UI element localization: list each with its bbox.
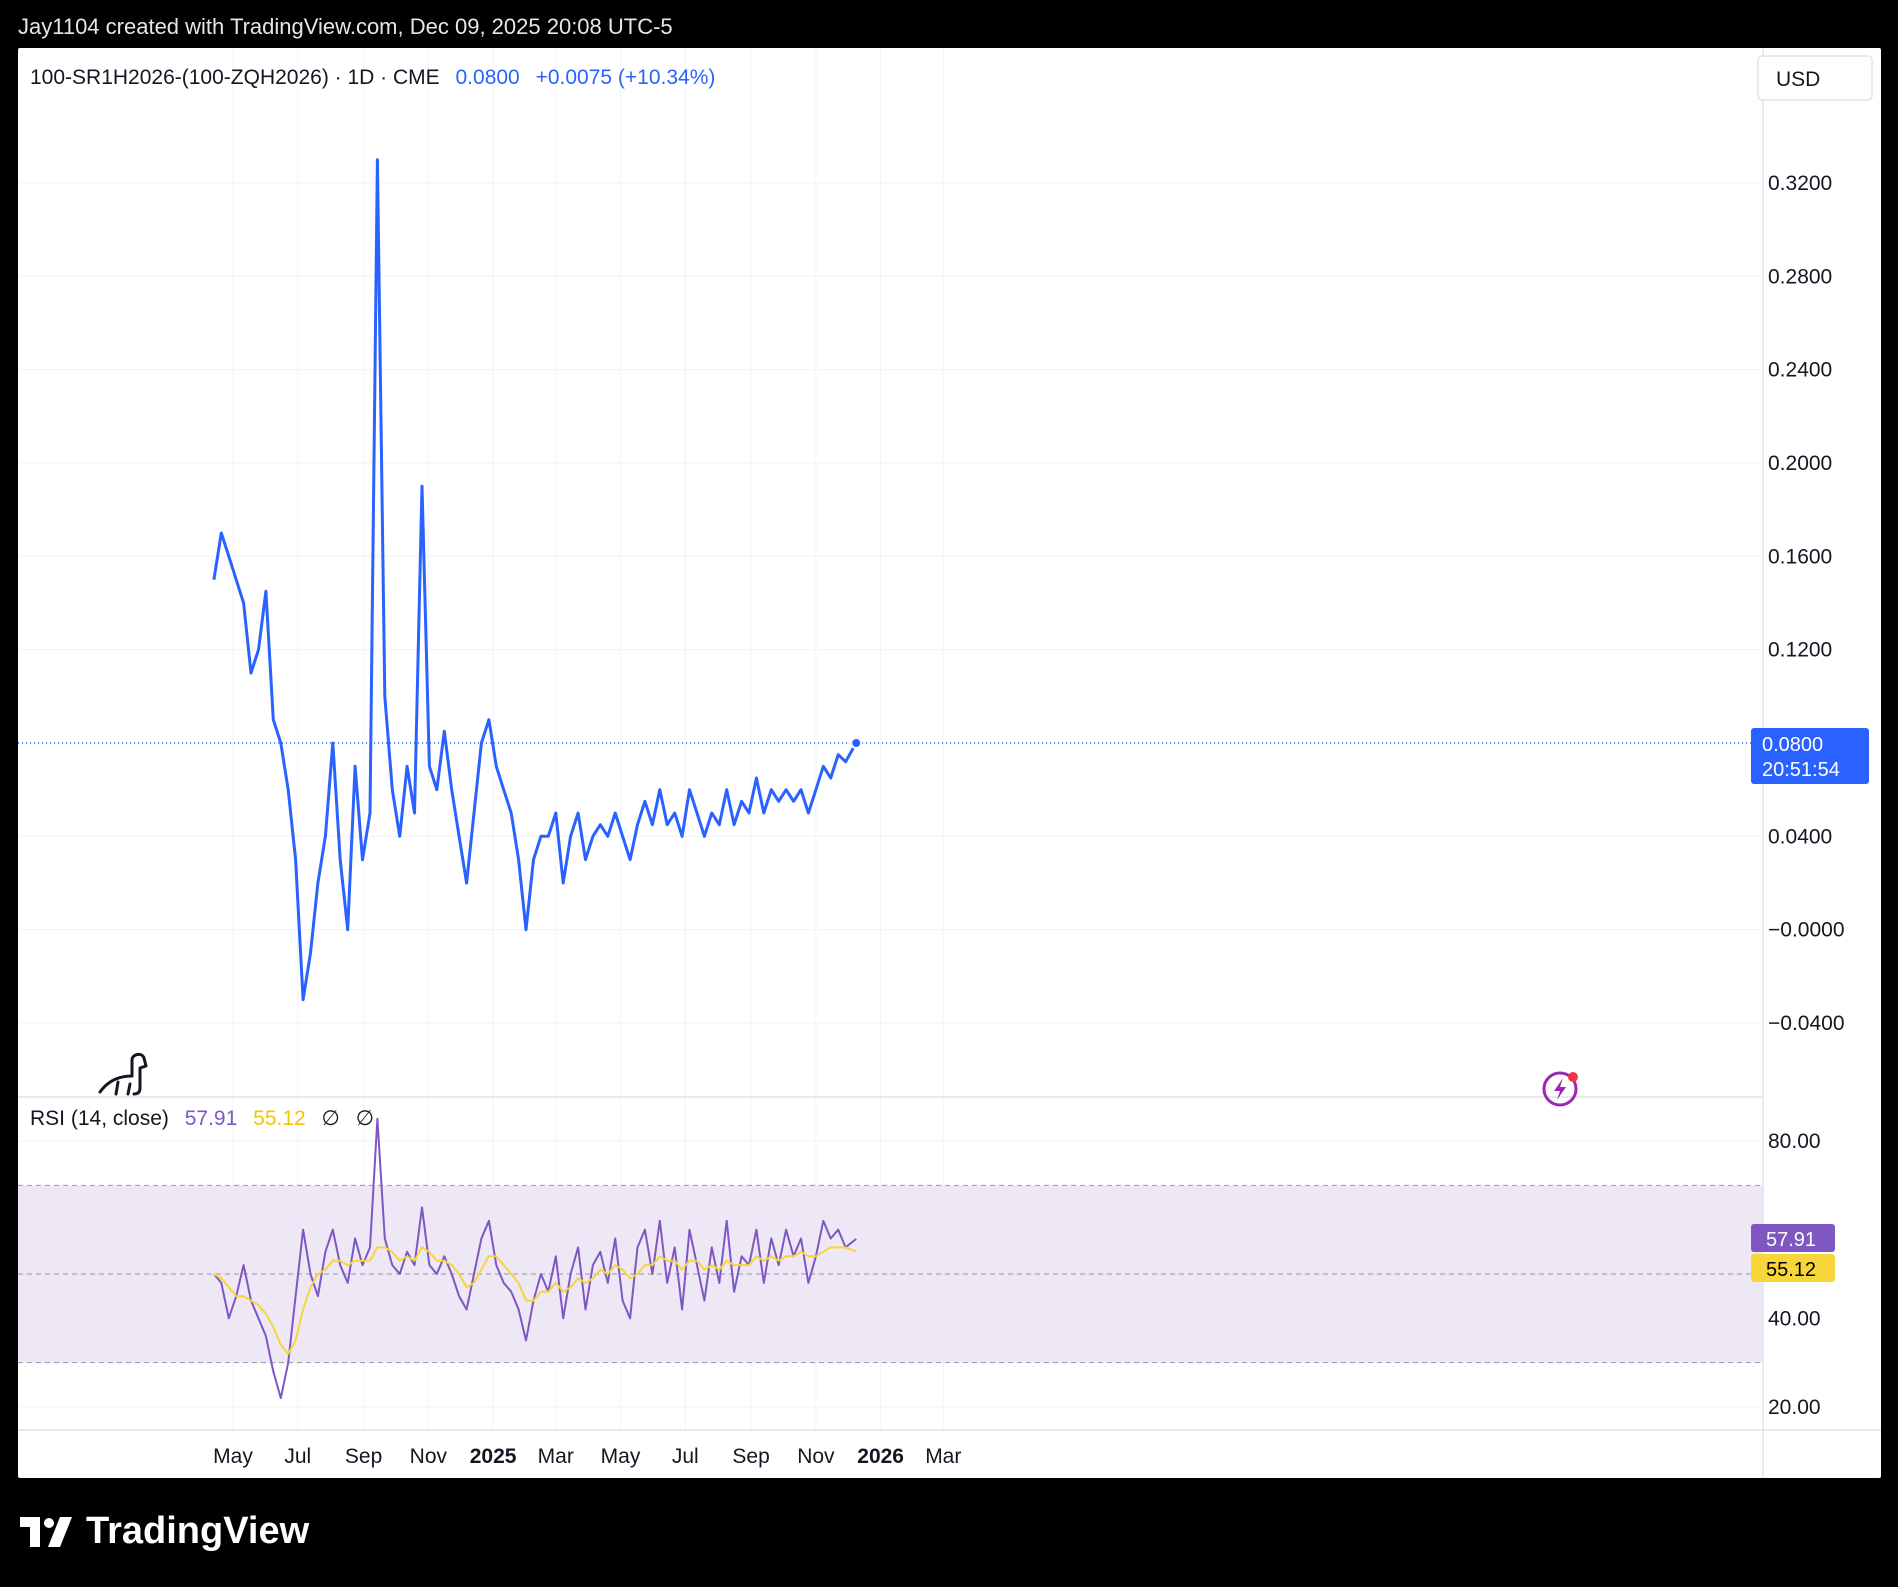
- time-tick-label: Sep: [732, 1445, 769, 1468]
- time-tick-label: May: [601, 1445, 641, 1468]
- time-tick-label: May: [213, 1445, 253, 1468]
- last-price-point: [850, 737, 863, 749]
- rsi-band-lines: [18, 1184, 1763, 1364]
- time-tick-label: Jul: [284, 1445, 311, 1468]
- rsi-ma-label: 55.12: [1766, 1259, 1816, 1281]
- lightning-icon[interactable]: [1542, 1071, 1578, 1107]
- price-tick-label: −0.0000: [1768, 919, 1845, 942]
- tradingview-logo-icon: [20, 1516, 72, 1547]
- rsi-legend-ma: 55.12: [253, 1107, 306, 1130]
- rsi-legend-value: 57.91: [185, 1107, 238, 1130]
- dino-icon: [98, 1052, 148, 1096]
- price-tick-label: −0.0400: [1768, 1012, 1845, 1035]
- time-tick-label: Mar: [925, 1445, 961, 1468]
- chart-credit: Jay1104 created with TradingView.com, De…: [18, 14, 673, 39]
- time-tick-label: Sep: [345, 1445, 382, 1468]
- time-tick-label: Nov: [410, 1445, 448, 1468]
- price-tick-label: 0.2000: [1768, 452, 1832, 475]
- currency-label: USD: [1776, 68, 1820, 91]
- rsi-ma-series: [213, 1246, 857, 1355]
- last-price-badge: 0.0800 20:51:54: [1751, 728, 1869, 784]
- rsi-ma-line: [213, 1246, 857, 1355]
- price-tick-label: 0.1600: [1768, 545, 1832, 568]
- last-price-label: 0.0800: [1762, 734, 1823, 756]
- rsi-tick-label: 40.00: [1768, 1307, 1821, 1330]
- rsi-title: RSI (14, close): [30, 1107, 169, 1130]
- time-tick-label: Mar: [538, 1445, 574, 1468]
- time-axis[interactable]: May Jul Sep Nov 2025 Mar May Jul Sep Nov 2026 Mar: [213, 1445, 961, 1468]
- time-tick-label: Nov: [797, 1445, 835, 1468]
- price-tick-label: 0.3200: [1768, 172, 1832, 195]
- price-line[interactable]: [212, 158, 858, 1002]
- currency-button[interactable]: USD: [1757, 55, 1873, 101]
- rsi-ma-badge: 55.12: [1751, 1254, 1835, 1282]
- time-tick-label: 2026: [857, 1445, 904, 1468]
- rsi-legend[interactable]: RSI (14, close) 57.91 55.12 ∅ ∅: [30, 1107, 374, 1130]
- price-tick-label: 0.2400: [1768, 359, 1832, 382]
- tradingview-logo[interactable]: TradingView: [20, 1510, 309, 1553]
- rsi-null-1: ∅: [322, 1107, 340, 1130]
- chart-frame[interactable]: 0.3200 0.2800 0.2400 0.2000 0.1600 0.1200 0.04…: [18, 48, 1881, 1478]
- countdown-label: 20:51:54: [1762, 759, 1840, 781]
- price-tick-label: 0.2800: [1768, 265, 1832, 288]
- tradingview-brand: TradingView: [86, 1510, 310, 1552]
- rsi-null-2: ∅: [356, 1107, 374, 1130]
- rsi-tick-label: 80.00: [1768, 1130, 1821, 1153]
- price-axis[interactable]: 0.3200 0.2800 0.2400 0.2000 0.1600 0.1200 0.04…: [1768, 172, 1845, 1035]
- price-tick-label: 0.0400: [1768, 825, 1832, 848]
- symbol-change: +0.0075 (+10.34%): [536, 66, 716, 89]
- symbol-name: 100-SR1H2026-(100-ZQH2026) · 1D · CME: [30, 66, 440, 89]
- symbol-last: 0.0800: [456, 66, 520, 89]
- rsi-tick-label: 20.00: [1768, 1396, 1821, 1419]
- rsi-axis[interactable]: 80.00 40.00 20.00: [1768, 1130, 1821, 1419]
- rsi-value-label: 57.91: [1766, 1229, 1816, 1251]
- chart-canvas[interactable]: 0.3200 0.2800 0.2400 0.2000 0.1600 0.1200 0.04…: [18, 48, 1881, 1478]
- price-series[interactable]: [212, 158, 863, 1002]
- time-tick-label: 2025: [470, 1445, 517, 1468]
- rsi-value-badge: 57.91: [1751, 1224, 1835, 1252]
- price-tick-label: 0.1200: [1768, 639, 1832, 662]
- symbol-legend[interactable]: 100-SR1H2026-(100-ZQH2026) · 1D · CME 0.…: [30, 66, 715, 89]
- time-tick-label: Jul: [672, 1445, 699, 1468]
